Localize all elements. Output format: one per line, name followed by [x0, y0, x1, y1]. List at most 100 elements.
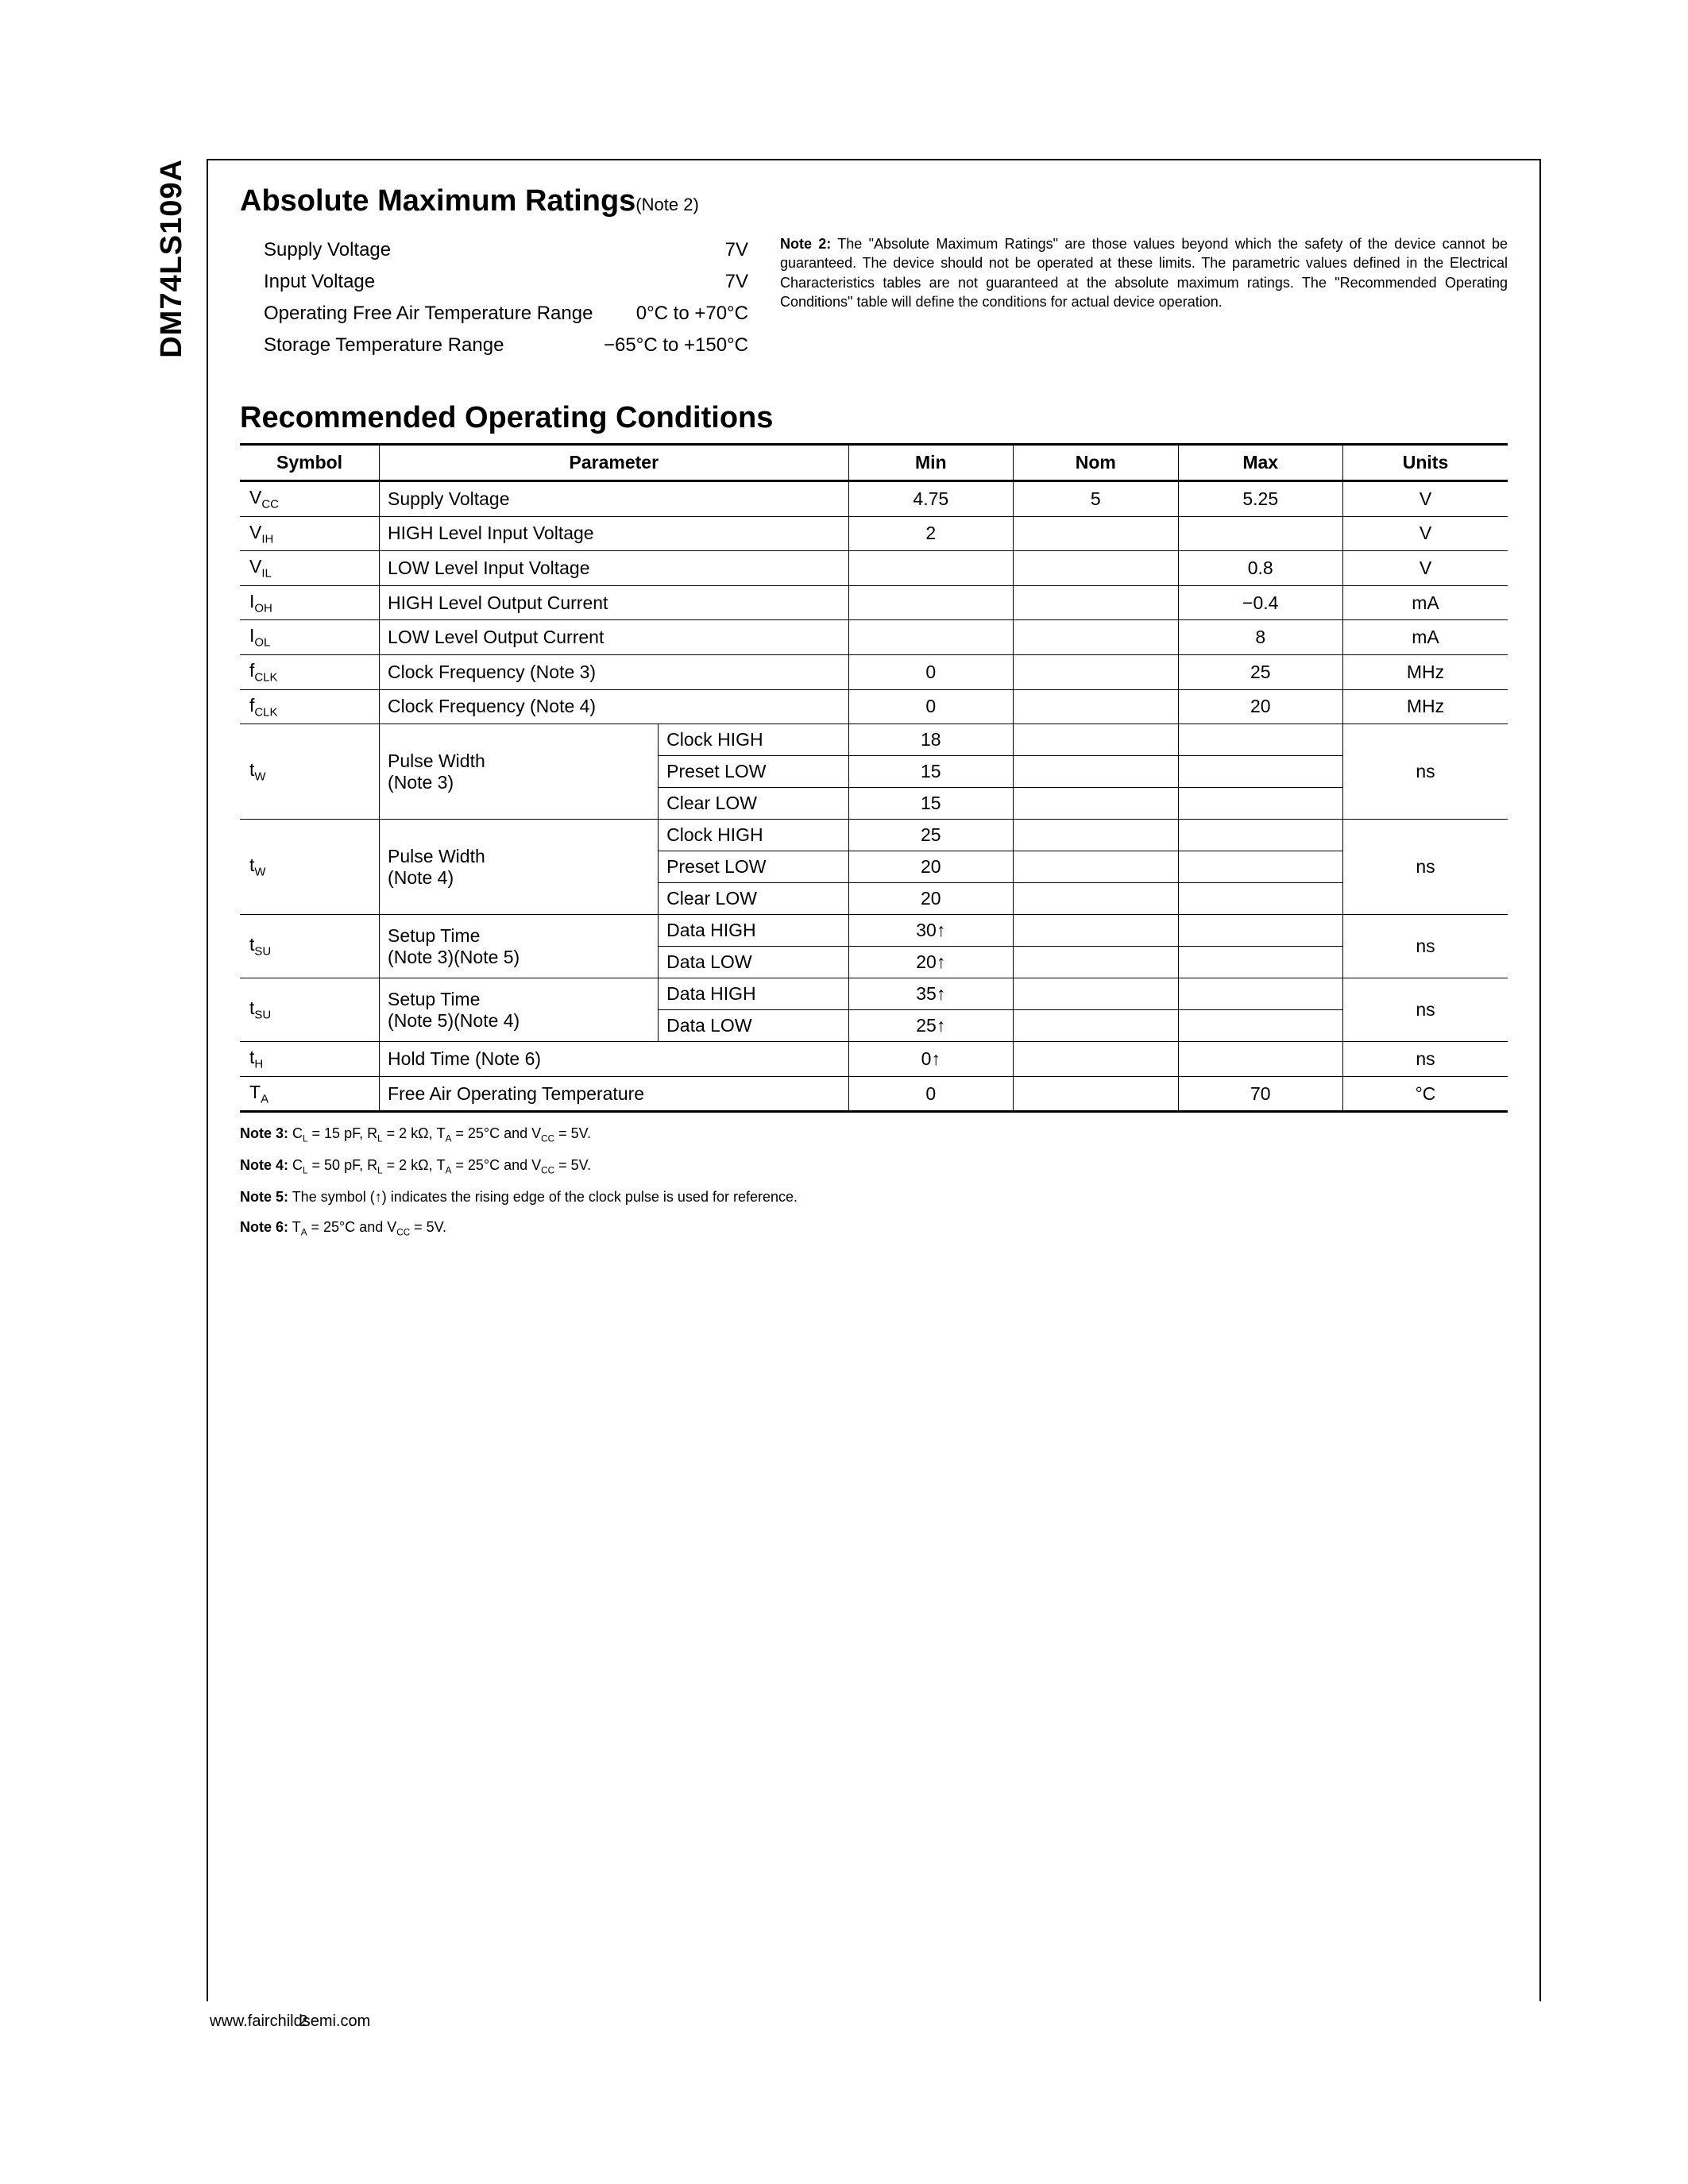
subparam: Data HIGH: [659, 978, 848, 1010]
min: 18: [848, 724, 1013, 756]
sym-sub: IL: [261, 567, 271, 581]
row-tw3-1: tW Pulse Width(Note 3) Clock HIGH 18 ns: [240, 724, 1508, 756]
min: 0: [848, 654, 1013, 689]
sym-sub: SU: [254, 945, 271, 959]
amr-title: Absolute Maximum Ratings: [240, 184, 635, 218]
amr-row: Supply Voltage 7V: [264, 234, 748, 266]
units: ns: [1342, 1042, 1508, 1077]
max: [1178, 820, 1342, 851]
subparam: Data LOW: [659, 1010, 848, 1042]
units: V: [1342, 516, 1508, 551]
subparam: Clear LOW: [659, 788, 848, 820]
sym-main: T: [249, 1082, 261, 1102]
amr-row: Storage Temperature Range −65°C to +150°…: [264, 330, 748, 361]
max: [1178, 1010, 1342, 1042]
p1: Setup Time: [388, 989, 480, 1009]
sym-sub: SU: [254, 1009, 271, 1022]
amr-label: Storage Temperature Range: [264, 330, 601, 361]
nom: 5: [1014, 481, 1178, 517]
sym-sub: OL: [254, 636, 270, 650]
sym-sub: OH: [254, 601, 272, 615]
nom: [1014, 1076, 1178, 1112]
min: 20: [848, 883, 1013, 915]
nom: [1014, 1042, 1178, 1077]
units: ns: [1342, 820, 1508, 915]
row-tw4-1: tW Pulse Width(Note 4) Clock HIGH 25 ns: [240, 820, 1508, 851]
amr-value: 7V: [601, 266, 748, 298]
row-ta: TA Free Air Operating Temperature 0 70 °…: [240, 1076, 1508, 1112]
min: 25: [848, 820, 1013, 851]
p2: (Note 4): [388, 867, 454, 888]
sym-sub: IH: [261, 532, 273, 546]
param: LOW Level Output Current: [380, 620, 849, 655]
nom: [1014, 788, 1178, 820]
nom: [1014, 1010, 1178, 1042]
note6: Note 6: TA = 25°C and VCC = 5V.: [240, 1214, 1508, 1241]
units: ns: [1342, 978, 1508, 1042]
p1: Pulse Width: [388, 846, 485, 866]
amr-value: 7V: [601, 234, 748, 266]
note5: Note 5: The symbol (↑) indicates the ris…: [240, 1184, 1508, 1210]
min: 15: [848, 756, 1013, 788]
units: MHz: [1342, 689, 1508, 724]
max: [1178, 978, 1342, 1010]
p2: (Note 3): [388, 772, 454, 793]
max: [1178, 947, 1342, 978]
row-vih: VIH HIGH Level Input Voltage 2 V: [240, 516, 1508, 551]
roc-title: Recommended Operating Conditions: [240, 401, 1508, 435]
max: [1178, 756, 1342, 788]
note3: Note 3: CL = 15 pF, RL = 2 kΩ, TA = 25°C…: [240, 1121, 1508, 1148]
subparam: Data HIGH: [659, 915, 848, 947]
subparam: Data LOW: [659, 947, 848, 978]
units: MHz: [1342, 654, 1508, 689]
hdr-units: Units: [1342, 445, 1508, 481]
row-fclk4: fCLK Clock Frequency (Note 4) 0 20 MHz: [240, 689, 1508, 724]
sym-sub: H: [254, 1058, 263, 1071]
max: [1178, 883, 1342, 915]
min: 0: [848, 689, 1013, 724]
amr-content: Supply Voltage 7V Input Voltage 7V Opera…: [240, 234, 1508, 361]
part-number-vertical: DM74LS109A: [155, 159, 189, 358]
units: ns: [1342, 915, 1508, 978]
nom: [1014, 947, 1178, 978]
nom: [1014, 654, 1178, 689]
amr-values: Supply Voltage 7V Input Voltage 7V Opera…: [240, 234, 748, 361]
note4: Note 4: CL = 50 pF, RL = 2 kΩ, TA = 25°C…: [240, 1152, 1508, 1179]
min: 15: [848, 788, 1013, 820]
sym-main: V: [249, 487, 261, 507]
page-footer: www.fairchildsemi.com 2: [207, 2012, 1541, 2031]
min: [848, 585, 1013, 620]
min: 0↑: [848, 1042, 1013, 1077]
min: 2: [848, 516, 1013, 551]
p2: (Note 3)(Note 5): [388, 947, 520, 967]
min: [848, 620, 1013, 655]
nom: [1014, 689, 1178, 724]
sym-main: V: [249, 556, 261, 577]
hdr-nom: Nom: [1014, 445, 1178, 481]
param: Setup Time(Note 3)(Note 5): [380, 915, 659, 978]
row-fclk3: fCLK Clock Frequency (Note 3) 0 25 MHz: [240, 654, 1508, 689]
subparam: Preset LOW: [659, 756, 848, 788]
max: 70: [1178, 1076, 1342, 1112]
units: mA: [1342, 620, 1508, 655]
row-vcc: VCC Supply Voltage 4.75 5 5.25 V: [240, 481, 1508, 517]
amr-label: Supply Voltage: [264, 234, 601, 266]
hdr-min: Min: [848, 445, 1013, 481]
nom: [1014, 820, 1178, 851]
amr-note2: Note 2: The "Absolute Maximum Ratings" a…: [780, 234, 1508, 361]
amr-label: Input Voltage: [264, 266, 601, 298]
max: [1178, 915, 1342, 947]
hdr-parameter: Parameter: [380, 445, 849, 481]
max: [1178, 516, 1342, 551]
max: [1178, 788, 1342, 820]
min: 4.75: [848, 481, 1013, 517]
subparam: Clear LOW: [659, 883, 848, 915]
note2-text: The "Absolute Maximum Ratings" are those…: [780, 236, 1508, 310]
units: ns: [1342, 724, 1508, 820]
param: Free Air Operating Temperature: [380, 1076, 849, 1112]
row-tsu4-1: tSU Setup Time(Note 5)(Note 4) Data HIGH…: [240, 978, 1508, 1010]
max: [1178, 851, 1342, 883]
amr-value: −65°C to +150°C: [601, 330, 748, 361]
subparam: Clock HIGH: [659, 820, 848, 851]
row-vil: VIL LOW Level Input Voltage 0.8 V: [240, 551, 1508, 586]
